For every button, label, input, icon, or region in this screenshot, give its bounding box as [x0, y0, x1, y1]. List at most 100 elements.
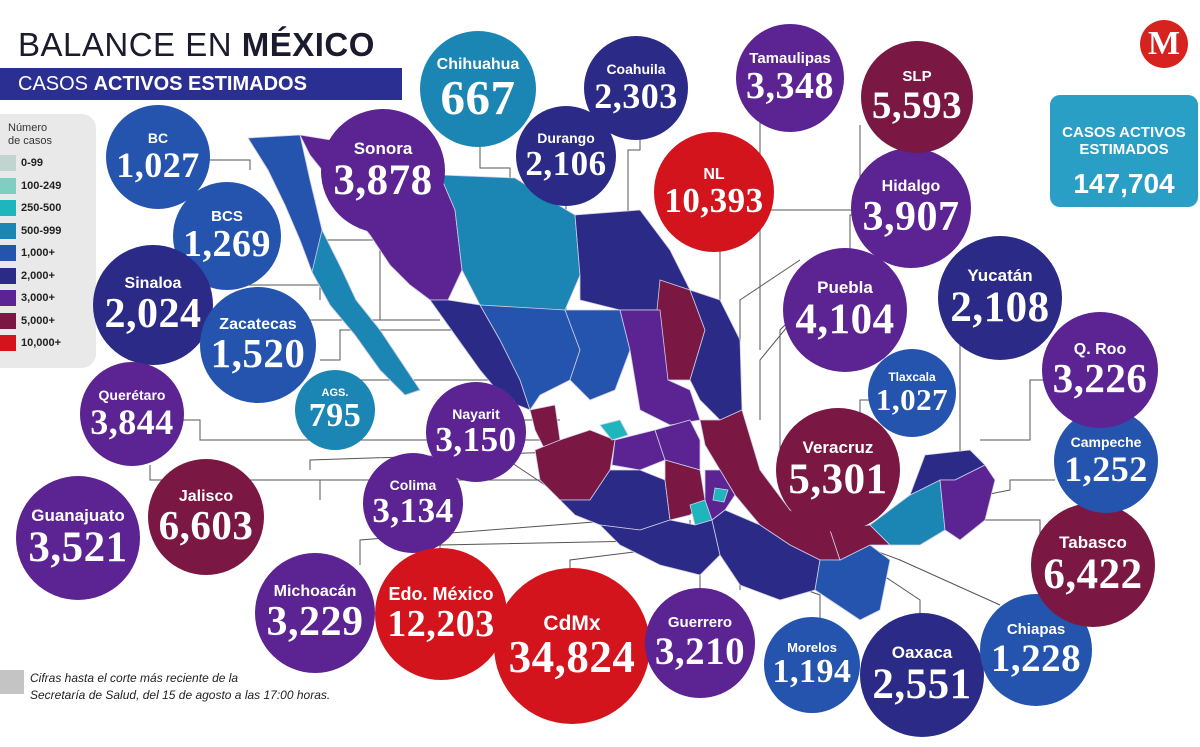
state-bubble: Sinaloa 2,024 [93, 245, 213, 365]
legend-label: 3,000+ [21, 292, 55, 305]
legend-item: 2,000+ [0, 265, 96, 288]
state-value: 2,551 [872, 660, 972, 708]
legend-label: 5,000+ [21, 314, 55, 327]
state-value: 3,521 [28, 523, 128, 571]
state-value: 1,252 [1064, 448, 1148, 489]
state-name: Chiapas [1006, 621, 1066, 639]
state-value: 1,194 [772, 653, 852, 691]
state-value: 3,907 [862, 193, 960, 240]
state-name: Campeche [1070, 434, 1142, 451]
state-name: Querétaro [98, 387, 166, 404]
state-name: Guerrero [667, 614, 733, 632]
state-bubble: Jalisco 6,603 [148, 459, 264, 575]
total-cases-box: CASOS ACTIVOS ESTIMADOS 147,704 [1050, 95, 1198, 207]
state-name: SLP [902, 68, 932, 86]
state-bubble: Tabasco 6,422 [1031, 503, 1155, 627]
state-bubble: Chihuahua 667 [420, 31, 536, 147]
state-name: Chihuahua [436, 55, 520, 73]
state-value: 3,134 [372, 491, 454, 531]
legend-label: 500-999 [21, 224, 62, 237]
state-bubble: Hidalgo 3,907 [851, 148, 971, 268]
footnote-marker [0, 670, 24, 694]
legend-swatch [0, 200, 16, 217]
state-name: Colima [389, 476, 437, 493]
state-bubble: CdMx 34,824 [494, 568, 650, 724]
state-bubble: Tlaxcala 1,027 [868, 349, 956, 437]
total-cases-value: 147,704 [1073, 168, 1175, 199]
state-bubble: Q. Roo 3,226 [1042, 312, 1158, 428]
legend-label: 1,000+ [21, 247, 55, 260]
state-bubble: Puebla 4,104 [783, 248, 907, 372]
state-name: NL [703, 165, 725, 183]
state-name: Tlaxcala [888, 369, 936, 384]
state-name: Guanajuato [31, 506, 125, 526]
state-bubble: Zacatecas 1,520 [200, 287, 316, 403]
state-value: 3,348 [746, 65, 834, 108]
state-name: Nayarit [452, 405, 500, 422]
state-name: Veracruz [802, 438, 874, 458]
state-value: 5,593 [871, 83, 963, 127]
state-name: Edo. México [388, 584, 494, 605]
state-value: 3,210 [654, 629, 746, 673]
state-value: 6,422 [1043, 550, 1143, 598]
state-bubble: Sonora 3,878 [321, 109, 445, 233]
state-name: Sinaloa [124, 275, 182, 293]
legend-item: 0-99 [0, 152, 96, 175]
state-bubble: Coahuila 2,303 [584, 36, 688, 140]
legend-label: 250-500 [21, 202, 62, 215]
legend-swatch [0, 177, 16, 194]
legend-items: 0-99 100-249 250-500 500-999 1,000+ 2,000+ 3,0… [0, 152, 96, 355]
state-bubble: Morelos 1,194 [764, 617, 860, 713]
state-bubble: Edo. México 12,203 [375, 548, 507, 680]
state-bubble: Oaxaca 2,551 [860, 613, 984, 737]
state-bubble: Nayarit 3,150 [426, 382, 526, 482]
state-name: Hidalgo [881, 178, 941, 196]
legend-swatch [0, 155, 16, 172]
milenio-logo: M [1140, 20, 1188, 68]
state-bubble: AGS. 795 [295, 370, 375, 450]
state-value: 667 [440, 70, 516, 126]
state-name: AGS. [321, 386, 349, 399]
state-value: 5,301 [788, 455, 888, 503]
state-bubble: SLP 5,593 [861, 41, 973, 153]
state-name: Morelos [787, 639, 837, 655]
legend-item: 3,000+ [0, 287, 96, 310]
state-bubble: Durango 2,106 [516, 106, 616, 206]
legend-label: 0-99 [21, 157, 44, 170]
state-value: 2,108 [950, 283, 1050, 331]
state-name: CdMx [543, 611, 601, 635]
state-bubble: Yucatán 2,108 [938, 236, 1062, 360]
state-name: Jalisco [178, 487, 234, 505]
state-value: 10,393 [664, 181, 764, 221]
state-value: 3,229 [266, 598, 364, 645]
state-bubble: Guerrero 3,210 [645, 588, 755, 698]
state-name: Sonora [353, 139, 413, 159]
state-value: 1,520 [210, 330, 306, 377]
state-name: Q. Roo [1073, 340, 1127, 358]
state-bubble: NL 10,393 [654, 132, 774, 252]
state-value: 1,228 [990, 636, 1082, 680]
state-name: Coahuila [606, 61, 666, 78]
state-value: 3,150 [435, 420, 517, 460]
state-value: 795 [308, 397, 362, 435]
legend-item: 500-999 [0, 220, 96, 243]
legend-label: 100-249 [21, 179, 62, 192]
legend-swatch [0, 222, 16, 239]
state-value: 2,303 [594, 75, 678, 116]
state-name: Tabasco [1059, 533, 1127, 553]
state-name: BCS [211, 207, 243, 225]
legend-label: 10,000+ [21, 337, 62, 350]
state-value: 6,603 [158, 502, 254, 549]
legend-item: 10,000+ [0, 332, 96, 355]
legend-swatch [0, 335, 16, 352]
state-bubble: Chiapas 1,228 [980, 594, 1092, 706]
legend-item: 5,000+ [0, 310, 96, 333]
state-value: 34,824 [508, 632, 636, 683]
legend: Número de casos 0-99 100-249 250-500 500-999… [0, 114, 96, 368]
state-value: 3,878 [333, 156, 433, 204]
state-bubble: Querétaro 3,844 [80, 362, 184, 466]
page-subtitle: CASOS ACTIVOS ESTIMADOS [0, 68, 402, 100]
state-value: 2,106 [525, 144, 607, 184]
state-name: Zacatecas [219, 315, 297, 333]
